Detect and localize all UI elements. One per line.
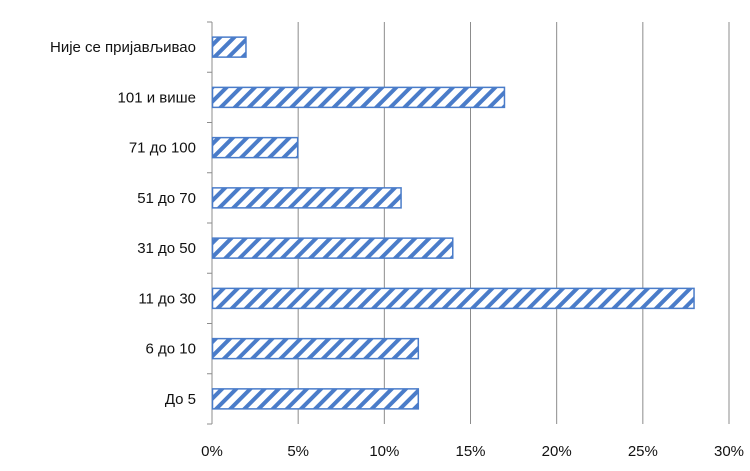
category-label: 11 до 30 bbox=[138, 290, 196, 307]
bar bbox=[211, 36, 247, 58]
category-label: Није се пријављивао bbox=[50, 39, 196, 56]
gridlines bbox=[297, 22, 730, 424]
bar bbox=[211, 136, 299, 159]
x-tick-label: 20% bbox=[542, 443, 572, 460]
category-label: 6 до 10 bbox=[146, 341, 196, 358]
x-tick-label: 5% bbox=[287, 443, 309, 460]
x-tick-labels: 0% 5% 10% 15% 20% 25% 30% bbox=[201, 443, 744, 460]
category-label: 71 до 100 bbox=[129, 140, 196, 157]
category-label: 31 до 50 bbox=[137, 240, 196, 257]
category-labels: Није се пријављивао 101 и више 71 до 100 51… bbox=[50, 39, 196, 408]
bar bbox=[211, 337, 420, 360]
bar bbox=[211, 237, 454, 259]
bar bbox=[211, 388, 420, 410]
category-label: 101 и више bbox=[118, 89, 196, 106]
x-tick-label: 15% bbox=[455, 443, 485, 460]
bar bbox=[211, 287, 695, 310]
y-axis bbox=[207, 21, 213, 425]
x-tick-label: 25% bbox=[628, 443, 658, 460]
x-tick-label: 10% bbox=[369, 443, 399, 460]
bars bbox=[211, 36, 695, 410]
category-label: До 5 bbox=[165, 391, 196, 408]
bar bbox=[211, 86, 506, 109]
category-label: 51 до 70 bbox=[137, 190, 196, 207]
x-tick-label: 0% bbox=[201, 443, 223, 460]
x-tick-label: 30% bbox=[714, 443, 744, 460]
bar bbox=[211, 187, 402, 209]
